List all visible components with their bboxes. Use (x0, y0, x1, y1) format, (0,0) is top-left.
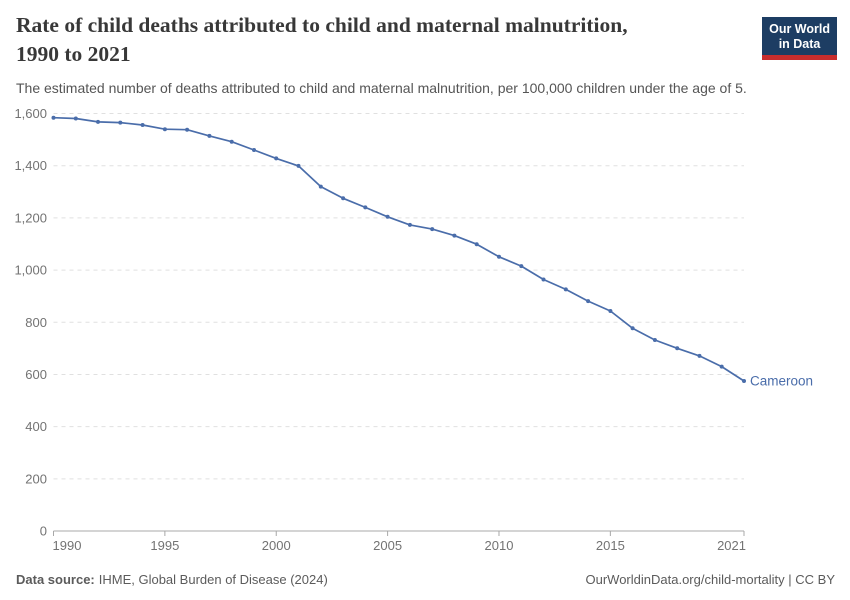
data-point[interactable] (430, 227, 435, 232)
x-tick-label: 2005 (373, 538, 402, 553)
data-point[interactable] (207, 133, 212, 138)
data-point[interactable] (185, 127, 190, 132)
data-point[interactable] (697, 353, 702, 358)
data-point[interactable] (140, 123, 145, 127)
chart-footer: Data source: IHME, Global Burden of Disea… (16, 572, 835, 587)
y-tick-label: 1,400 (14, 158, 47, 173)
data-source-text: IHME, Global Burden of Disease (2024) (98, 572, 328, 587)
data-point[interactable] (385, 214, 390, 219)
owid-logo[interactable]: Our World in Data (762, 17, 837, 60)
data-point[interactable] (274, 156, 279, 161)
y-tick-label: 400 (25, 419, 47, 434)
x-tick-label: 2015 (596, 538, 625, 553)
y-tick-label: 800 (25, 315, 47, 330)
y-tick-label: 600 (25, 367, 47, 382)
data-point[interactable] (229, 139, 234, 144)
data-source-label: Data source: (16, 572, 95, 587)
x-tick-label: 2010 (485, 538, 514, 553)
data-source: Data source: IHME, Global Burden of Disea… (16, 572, 328, 587)
y-tick-label: 1,600 (14, 106, 47, 121)
data-point[interactable] (742, 379, 746, 383)
title-line-1: Rate of child deaths attributed to child… (16, 13, 628, 37)
data-point[interactable] (541, 277, 546, 282)
data-point[interactable] (563, 287, 568, 292)
data-point[interactable] (363, 205, 368, 210)
data-point[interactable] (296, 163, 301, 168)
y-tick-label: 1,000 (14, 263, 47, 278)
y-tick-label: 200 (25, 471, 47, 486)
data-point[interactable] (719, 364, 724, 369)
title-line-2: 1990 to 2021 (16, 42, 131, 66)
data-point[interactable] (630, 326, 635, 331)
data-point[interactable] (252, 148, 256, 152)
data-point[interactable] (452, 233, 457, 238)
owid-logo-line-1: Our World (769, 22, 830, 36)
data-point[interactable] (675, 346, 680, 351)
chart-header: Rate of child deaths attributed to child… (16, 11, 747, 96)
credit-link[interactable]: OurWorldinData.org/child-mortality | CC … (585, 572, 836, 587)
x-tick-label: 1990 (53, 538, 82, 553)
data-point[interactable] (162, 127, 167, 132)
x-tick-label: 1995 (150, 538, 179, 553)
data-point[interactable] (73, 116, 78, 121)
data-point[interactable] (652, 338, 657, 342)
data-point[interactable] (519, 264, 524, 269)
data-point[interactable] (51, 115, 56, 120)
x-tick-label: 2000 (262, 538, 291, 553)
data-point[interactable] (497, 254, 501, 259)
owid-logo-line-2: in Data (778, 36, 821, 51)
data-line[interactable] (53, 116, 745, 382)
x-tick-label: 2021 (717, 538, 746, 553)
series-label: Cameroon (750, 373, 813, 388)
data-point[interactable] (407, 222, 412, 227)
data-point[interactable] (608, 309, 613, 313)
data-point[interactable] (474, 242, 479, 247)
data-point[interactable] (118, 120, 123, 125)
chart-subtitle: The estimated number of deaths attribute… (16, 80, 747, 96)
page-title: Rate of child deaths attributed to child… (16, 11, 747, 69)
data-point[interactable] (586, 299, 591, 304)
data-point[interactable] (341, 196, 346, 201)
data-point[interactable] (96, 119, 100, 124)
y-tick-label: 1,200 (14, 210, 47, 225)
y-tick-label: 0 (40, 524, 47, 539)
data-point[interactable] (318, 184, 323, 189)
